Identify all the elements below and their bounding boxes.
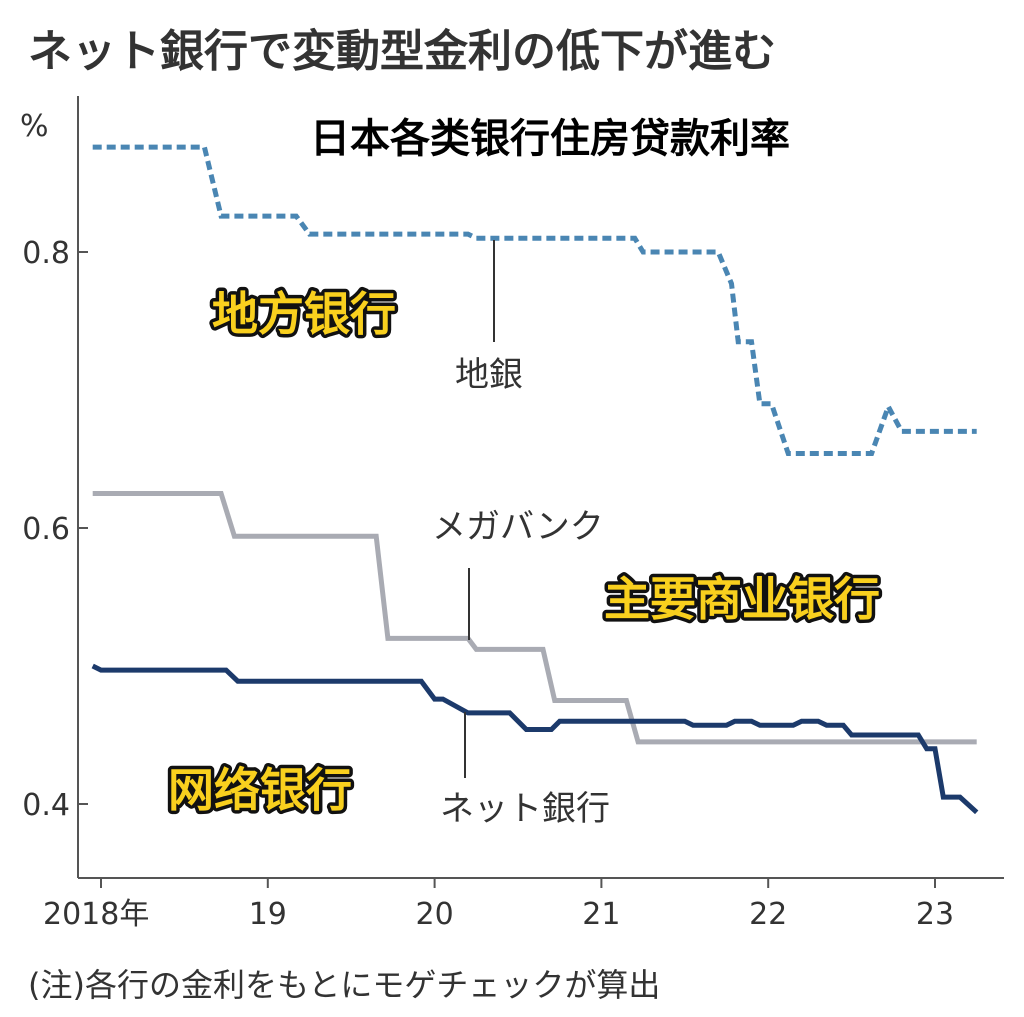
y-unit-label: % bbox=[20, 109, 49, 144]
x-tick-label: 22 bbox=[749, 897, 787, 932]
x-tick-label: 23 bbox=[916, 897, 954, 932]
axes bbox=[77, 96, 1004, 879]
series-layer bbox=[91, 144, 979, 815]
overlay-label-mega: 主要商业银行 bbox=[604, 572, 880, 626]
footnote: (注)各行の金利をもとにモゲチェックが算出 bbox=[28, 966, 660, 1004]
x-tick-label: 2018年 bbox=[43, 897, 149, 932]
x-tick-label: 21 bbox=[582, 897, 620, 932]
x-tick-label: 20 bbox=[416, 897, 454, 932]
series-label-chihou: 地銀 bbox=[455, 355, 523, 395]
overlay-label-chihou: 地方银行 bbox=[212, 287, 396, 341]
chart-title: ネット銀行で変動型金利の低下が進む bbox=[28, 26, 776, 77]
overlay-title: 日本各类银行住房贷款利率 bbox=[310, 116, 790, 162]
series-label-mega: メガバンク bbox=[432, 507, 604, 547]
y-tick-label: 0.4 bbox=[22, 788, 70, 823]
x-ticks: 2018年 19 20 21 22 23 bbox=[43, 878, 954, 932]
y-tick-label: 0.8 bbox=[22, 236, 70, 271]
series-label-net: ネット銀行 bbox=[440, 789, 610, 829]
y-tick-label: 0.6 bbox=[22, 512, 70, 547]
x-tick-label: 19 bbox=[249, 897, 287, 932]
series-line-mega bbox=[92, 491, 977, 745]
overlay-label-net: 网络银行 bbox=[168, 763, 352, 817]
series-line-net bbox=[91, 663, 979, 815]
series-line-chihou bbox=[92, 144, 977, 456]
y-ticks: 0.4 0.6 0.8 bbox=[22, 236, 88, 823]
leader-lines bbox=[464, 240, 495, 778]
